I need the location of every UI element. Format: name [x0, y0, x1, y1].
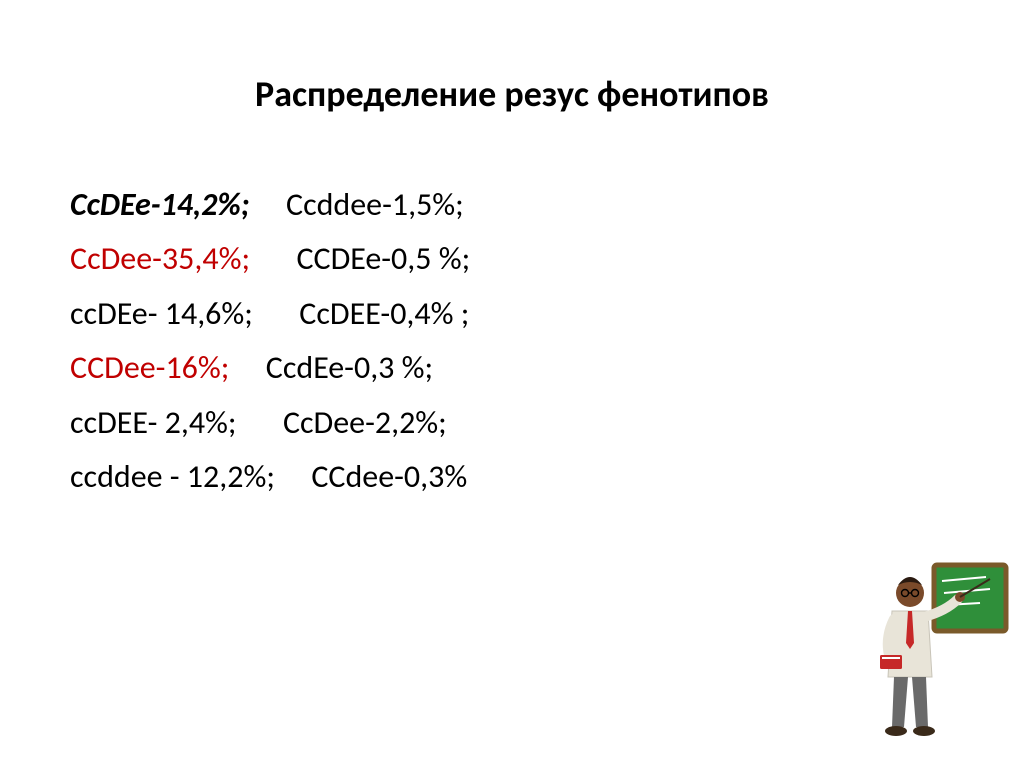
phenotype-right: CcDee-2,2%;	[283, 403, 447, 442]
list-row: ccDEE- 2,4%; CcDee-2,2%;	[70, 396, 770, 450]
phenotype-left: CcDee-35,4%;	[70, 239, 250, 278]
phenotype-left: ccddee - 12,2%;	[70, 457, 275, 496]
phenotype-list: CcDEe-14,2%; Ccddee-1,5%; CcDee-35,4%; C…	[70, 178, 770, 504]
phenotype-left: ccDEe- 14,6%;	[70, 294, 253, 333]
list-row: ccddee - 12,2%; CCdee-0,3%	[70, 450, 770, 504]
phenotype-right: CcdEe-0,3 %;	[266, 348, 433, 387]
list-row: CcDEe-14,2%; Ccddee-1,5%;	[70, 178, 770, 232]
phenotype-left: CCDee-16%;	[70, 348, 229, 387]
slide: Распределение резус фенотипов CcDEe-14,2…	[0, 0, 1024, 767]
list-row: ccDEe- 14,6%; CcDEE-0,4% ;	[70, 287, 770, 341]
phenotype-right: CcDEE-0,4% ;	[299, 294, 469, 333]
phenotype-left: CcDEe-14,2%;	[70, 185, 250, 224]
list-row: CCDee-16%; CcdEe-0,3 %;	[70, 341, 770, 395]
phenotype-right: CCDEe-0,5 %;	[296, 239, 470, 278]
phenotype-right: CCdee-0,3%	[311, 457, 467, 496]
slide-title: Распределение резус фенотипов	[0, 72, 1024, 116]
phenotype-right: Ccddee-1,5%;	[286, 185, 464, 224]
phenotype-left: ccDEE- 2,4%;	[70, 403, 236, 442]
list-row: CcDee-35,4%; CCDEe-0,5 %;	[70, 232, 770, 286]
teacher-clipart-icon	[862, 557, 1012, 747]
